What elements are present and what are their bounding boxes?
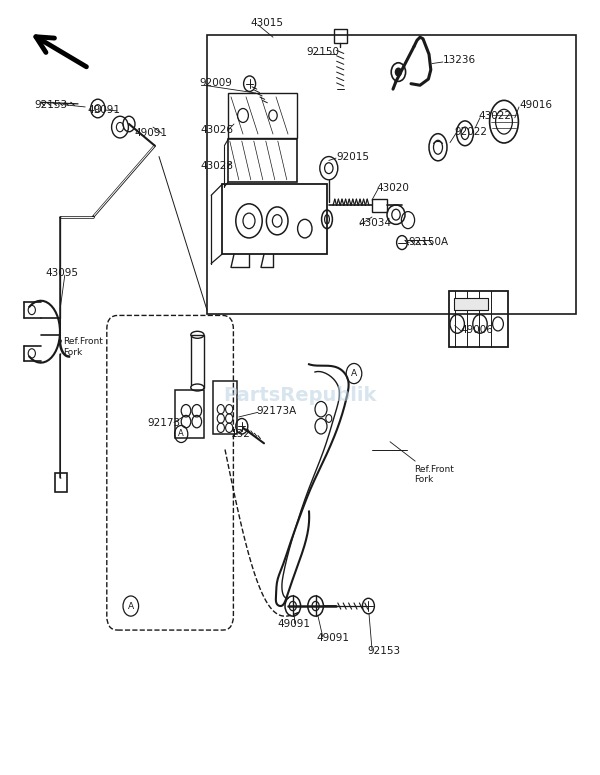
Text: 132: 132 [230,429,250,439]
Text: 49091: 49091 [277,619,310,629]
Text: 92173: 92173 [147,418,180,428]
Text: A: A [351,369,357,378]
Text: 43020: 43020 [377,183,410,192]
Bar [454,298,488,310]
Bar [191,335,204,388]
Ellipse shape [191,384,204,391]
Text: Ref.Front
Fork: Ref.Front Fork [64,337,103,356]
Text: 92153: 92153 [367,646,400,656]
Bar [449,291,508,347]
Text: 43015: 43015 [251,19,284,28]
Bar [372,199,387,212]
Text: 43028: 43028 [200,161,233,170]
Bar [213,381,237,434]
Bar [55,473,67,492]
Bar [222,184,327,254]
Bar [228,140,297,182]
Circle shape [395,68,401,76]
Text: 49016: 49016 [519,100,552,109]
Bar [207,35,576,314]
Text: 92173A: 92173A [257,406,297,415]
Text: A: A [178,429,184,439]
Text: 43022: 43022 [479,112,512,121]
Bar [334,29,347,43]
Text: 92150: 92150 [306,47,339,57]
Text: 92153: 92153 [35,100,68,109]
Text: 43034: 43034 [359,219,392,228]
Bar [228,93,297,138]
Text: 49091: 49091 [87,105,120,115]
Text: 92022: 92022 [455,127,488,136]
Text: 92150A: 92150A [408,237,448,246]
Text: Ref.Front
Fork: Ref.Front Fork [414,465,454,484]
Text: 92009: 92009 [199,78,232,88]
Text: 92015: 92015 [336,152,369,161]
Text: 49091: 49091 [134,129,167,138]
Text: 43095: 43095 [45,268,78,277]
Text: 43026: 43026 [200,126,233,135]
Text: PartsRepublik: PartsRepublik [223,386,377,405]
Text: A: A [128,601,134,611]
Text: 49006: 49006 [461,326,494,335]
Text: 49091: 49091 [317,633,350,642]
Bar [175,390,204,438]
Text: 13236: 13236 [443,56,476,65]
